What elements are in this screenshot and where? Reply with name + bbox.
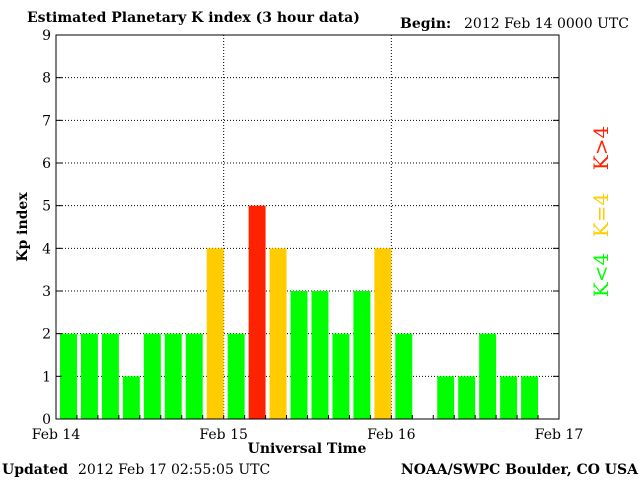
kp-bar xyxy=(353,291,371,419)
kp-bar xyxy=(164,333,182,419)
updated-value: 2012 Feb 17 02:55:05 UTC xyxy=(78,462,270,478)
kp-bar xyxy=(395,333,413,419)
kp-bar xyxy=(122,376,140,419)
y-tick-label: 4 xyxy=(42,241,51,257)
begin-label: Begin: xyxy=(400,16,451,32)
kp-bar xyxy=(290,291,308,419)
kp-bar xyxy=(185,333,203,419)
x-tick-label: Feb 17 xyxy=(535,427,583,443)
x-tick-label: Feb 15 xyxy=(199,427,247,443)
grid-lines xyxy=(56,35,559,419)
y-tick-label: 8 xyxy=(42,71,51,87)
y-tick-label: 9 xyxy=(42,28,51,44)
legend-low: K<4 xyxy=(589,253,613,297)
kp-bar xyxy=(332,333,350,419)
kp-bar xyxy=(521,376,539,419)
kp-bar xyxy=(437,376,455,419)
updated-label: Updated xyxy=(2,462,68,478)
y-tick-label: 7 xyxy=(42,113,51,129)
kp-bar xyxy=(374,248,392,419)
kp-bar xyxy=(458,376,476,419)
y-tick-label: 3 xyxy=(42,284,51,300)
x-axis-label: Universal Time xyxy=(248,441,367,457)
kp-bar xyxy=(60,333,77,419)
kp-bar xyxy=(143,333,161,419)
y-tick-label: 6 xyxy=(42,156,51,172)
kp-bar xyxy=(227,333,245,419)
y-axis: 0 1 2 3 4 5 6 7 8 9 xyxy=(42,28,559,428)
bars-layer xyxy=(60,205,539,419)
kp-bar xyxy=(206,248,224,419)
y-tick-label: 1 xyxy=(42,369,51,385)
y-tick-label: 5 xyxy=(42,199,51,215)
chart-title: Estimated Planetary K index (3 hour data… xyxy=(27,10,360,26)
credit-text: NOAA/SWPC Boulder, CO USA xyxy=(401,462,639,478)
kp-bar xyxy=(80,333,98,419)
x-tick-label: Feb 16 xyxy=(367,427,416,443)
y-axis-label: Kp index xyxy=(15,192,31,262)
kp-bar xyxy=(479,333,497,419)
legend-mid: K=4 xyxy=(589,193,613,237)
kp-bar xyxy=(248,205,266,419)
y-tick-label: 2 xyxy=(42,327,51,343)
kp-bar xyxy=(500,376,518,419)
kp-bar xyxy=(311,291,329,419)
kp-bar xyxy=(101,333,119,419)
begin-value: 2012 Feb 14 0000 UTC xyxy=(464,16,629,32)
legend-high: K>4 xyxy=(589,126,613,170)
x-tick-label: Feb 14 xyxy=(32,427,81,443)
y-tick-label: 0 xyxy=(42,412,51,428)
x-axis: Feb 14 Feb 15 Feb 16 Feb 17 xyxy=(32,415,583,443)
kp-bar xyxy=(269,248,287,419)
